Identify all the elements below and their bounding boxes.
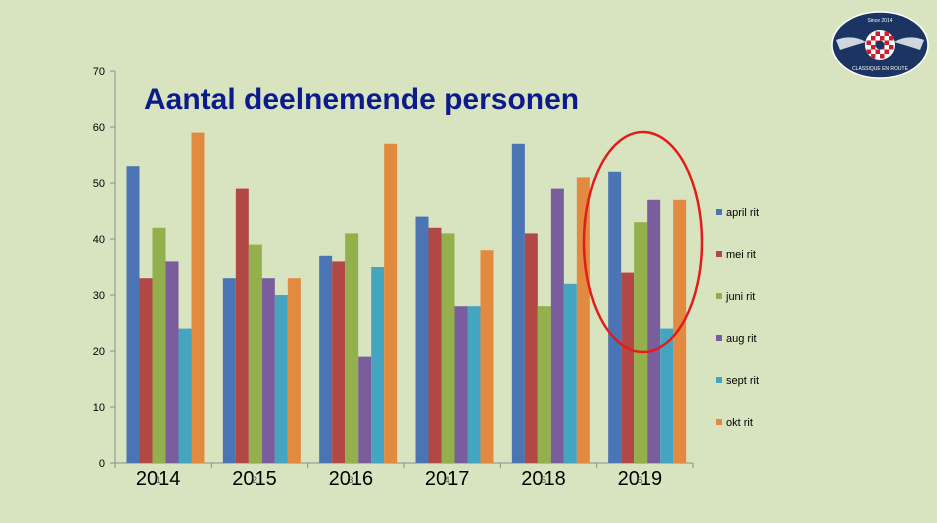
legend-swatch xyxy=(716,293,722,299)
x-category-index: 4 xyxy=(445,475,450,485)
x-category-label: 2018 xyxy=(521,468,566,490)
bar-2018-mei-rit xyxy=(524,233,538,463)
bar-2016-april-rit xyxy=(319,255,333,463)
legend-swatch xyxy=(716,377,722,383)
bar-2016-sept-rit xyxy=(371,267,385,463)
bar-2017-aug-rit xyxy=(454,306,468,463)
axis-layer: 0 10 20 30 40 50 60 70 xyxy=(93,66,694,470)
logo-wing-left xyxy=(836,37,866,50)
y-tick-label: 10 xyxy=(93,402,105,414)
x-category-index: 5 xyxy=(541,475,546,485)
bar-2014-okt-rit xyxy=(191,132,205,463)
bar-2014-aug-rit xyxy=(165,261,179,463)
bar-2018-juni-rit xyxy=(537,306,551,463)
bar-2019-aug-rit xyxy=(647,199,661,464)
bar-2015-april-rit xyxy=(222,278,236,463)
legend-swatch xyxy=(716,251,722,257)
y-tick-label: 60 xyxy=(93,122,105,134)
legend-swatch xyxy=(716,209,722,215)
bar-2015-mei-rit xyxy=(235,188,249,463)
x-category-index: 1 xyxy=(156,475,161,485)
bar-2019-april-rit xyxy=(608,171,622,464)
x-category-label: 2016 xyxy=(329,468,374,490)
bar-2019-mei-rit xyxy=(621,272,635,463)
bar-2018-okt-rit xyxy=(576,177,590,463)
bar-2017-april-rit xyxy=(415,216,429,463)
legend-label: april rit xyxy=(726,207,759,219)
bar-2017-mei-rit xyxy=(428,227,442,463)
x-category-label: 2017 xyxy=(425,468,470,490)
y-tick-label: 40 xyxy=(93,234,105,246)
highlight-circle-2019 xyxy=(582,130,704,354)
x-category-index: 6 xyxy=(637,475,642,485)
bar-2014-mei-rit xyxy=(139,278,153,463)
logo: Since 2014 CLASSIQUE EN ROUTE xyxy=(831,11,929,79)
bar-2016-juni-rit xyxy=(345,233,359,463)
x-category-label: 2019 xyxy=(618,468,663,490)
y-tick-label: 30 xyxy=(93,290,105,302)
bar-2016-mei-rit xyxy=(332,261,346,463)
bar-2017-okt-rit xyxy=(480,250,494,463)
legend: april rit mei rit juni rit aug rit sept rit o… xyxy=(716,207,759,429)
legend-label: mei rit xyxy=(726,249,756,261)
y-tick-label: 20 xyxy=(93,346,105,358)
x-category-index: 2 xyxy=(252,475,257,485)
bar-2019-juni-rit xyxy=(634,222,648,463)
legend-label: okt rit xyxy=(726,417,753,429)
bar-2016-okt-rit xyxy=(384,143,398,464)
logo-wing-right xyxy=(894,37,924,50)
bar-2018-april-rit xyxy=(511,143,525,464)
legend-label: juni rit xyxy=(725,291,755,303)
bar-2015-okt-rit xyxy=(287,278,301,463)
bar-2018-sept-rit xyxy=(563,283,577,463)
y-tick-label: 0 xyxy=(99,458,105,470)
bar-2017-juni-rit xyxy=(441,233,455,463)
logo-bottom-text: CLASSIQUE EN ROUTE xyxy=(852,66,909,72)
chart-title: Aantal deelnemende personen xyxy=(144,83,579,116)
bar-2015-aug-rit xyxy=(261,278,275,463)
bar-2014-april-rit xyxy=(126,166,140,463)
bar-2015-sept-rit xyxy=(274,295,288,463)
y-tick-label: 70 xyxy=(93,66,105,78)
y-tick-label: 50 xyxy=(93,178,105,190)
logo-top-text: Since 2014 xyxy=(867,18,892,24)
x-category-label: 2014 xyxy=(136,468,181,490)
bar-2014-juni-rit xyxy=(152,227,166,463)
checkered-flag-icon xyxy=(865,30,895,60)
legend-label: sept rit xyxy=(726,375,759,387)
bar-2016-aug-rit xyxy=(358,356,372,463)
bar-2017-sept-rit xyxy=(467,306,481,463)
bar-2014-sept-rit xyxy=(178,328,192,463)
legend-label: aug rit xyxy=(726,333,757,345)
legend-swatch xyxy=(716,335,722,341)
bars-layer xyxy=(126,132,687,464)
bar-2018-aug-rit xyxy=(550,188,564,463)
bar-2015-juni-rit xyxy=(248,244,262,463)
x-category-label: 2015 xyxy=(232,468,277,490)
x-category-index: 3 xyxy=(348,475,353,485)
bar-2019-sept-rit xyxy=(660,328,674,463)
bar-2019-okt-rit xyxy=(673,199,687,464)
legend-swatch xyxy=(716,419,722,425)
